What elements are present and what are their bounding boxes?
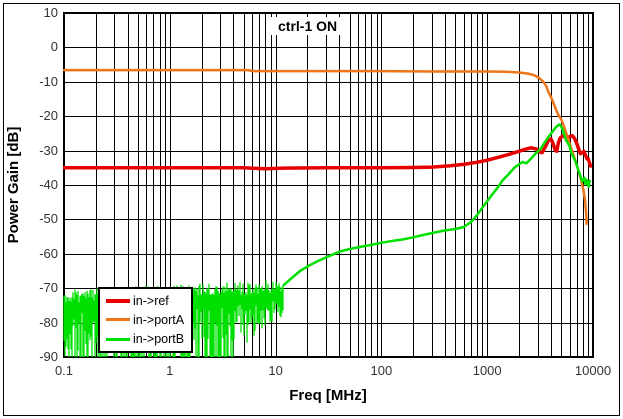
x-tick-label: 100 [370, 363, 393, 378]
y-tick-label: -10 [39, 73, 58, 89]
y-tick-label: -30 [39, 142, 58, 158]
legend-label: in->ref [133, 293, 169, 308]
legend-item: in->portA [106, 310, 191, 329]
y-tick-label: -40 [39, 177, 58, 192]
y-tick-label: -90 [39, 349, 58, 364]
legend-item: in->ref [106, 291, 191, 310]
legend-line-swatch [106, 298, 130, 303]
y-tick-label: -80 [39, 314, 58, 330]
x-tick-label: 10 [268, 363, 283, 378]
y-tick-label: -70 [39, 280, 58, 296]
y-tick-label: -20 [39, 108, 58, 124]
legend-line-swatch [106, 318, 130, 322]
legend-item: in->portB [106, 330, 191, 349]
y-tick-label: 0 [50, 39, 58, 55]
legend: in->ref in->portA in->portB [98, 287, 193, 353]
x-tick-label: 10000 [574, 363, 612, 378]
y-tick-label: -60 [39, 245, 58, 261]
legend-label: in->portA [133, 312, 185, 327]
x-tick-label: 0.1 [54, 363, 74, 378]
x-tick-label: 1000 [472, 363, 502, 378]
outer-border [3, 3, 620, 416]
plot-annotation: ctrl-1 ON [270, 17, 346, 35]
legend-line-swatch [106, 337, 130, 341]
legend-label: in->portB [133, 332, 185, 347]
y-tick-label: -50 [39, 211, 58, 227]
x-axis-title: Freq [MHz] [289, 387, 367, 404]
x-tick-label: 1 [166, 363, 174, 378]
y-tick-label: 10 [43, 5, 58, 20]
